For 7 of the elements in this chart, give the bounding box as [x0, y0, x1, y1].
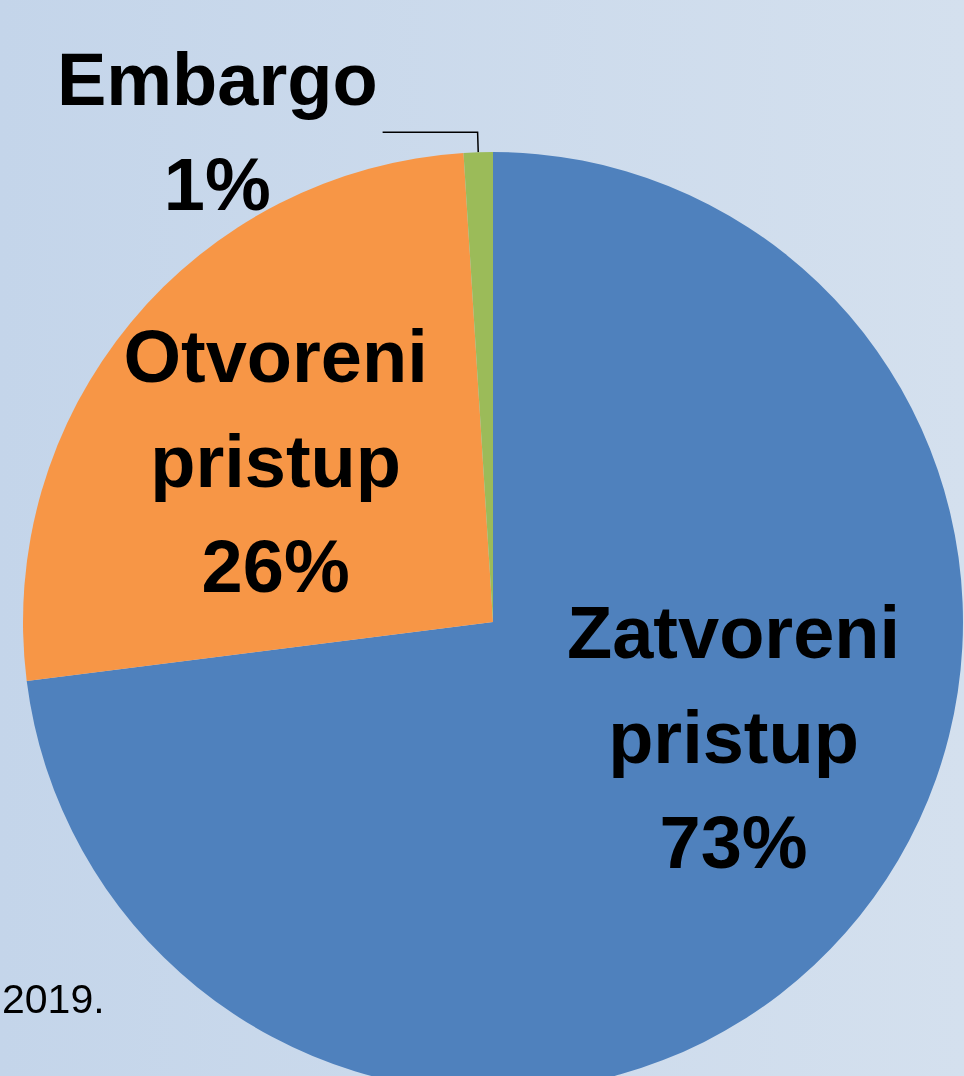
slice-label: Otvoreni pristup: [123, 314, 428, 503]
text: 2019.: [2, 975, 105, 1022]
slice-label: Zatvoreni pristup: [566, 590, 901, 779]
data-label: 26%: [201, 524, 350, 608]
data-label: 1%: [163, 143, 271, 227]
slice-label: Embargo: [56, 38, 378, 122]
data-label: 73%: [659, 800, 808, 884]
